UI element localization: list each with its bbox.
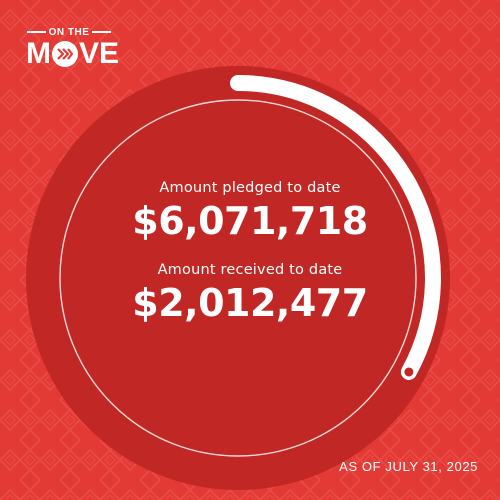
gauge-inner-ring [59, 99, 417, 457]
received-amount: $2,012,477 [132, 281, 368, 325]
progress-arc [230, 75, 441, 380]
logo-letter-m: M [26, 37, 51, 70]
pledged-block: Amount pledged to date $6,071,718 [100, 180, 400, 240]
logo-rule-right [92, 31, 111, 33]
logo-top-text: ON THE [48, 26, 90, 38]
logo-top-line: ON THE [24, 26, 114, 38]
logo-wordmark: M VE [26, 38, 119, 70]
logo-letters-ve: VE [79, 37, 120, 70]
received-label: Amount received to date [157, 262, 343, 278]
pledged-label: Amount pledged to date [159, 180, 341, 196]
on-the-move-logo: ON THE M VE [24, 26, 119, 74]
pledged-amount: $6,071,718 [132, 199, 368, 243]
progress-end-dot [404, 367, 414, 377]
received-block: Amount received to date $2,012,477 [100, 262, 400, 322]
as-of-date: AS OF JULY 31, 2025 [339, 459, 478, 474]
arrow-circle-icon [52, 41, 78, 67]
gauge-circle [26, 66, 450, 490]
logo-rule-left [27, 31, 46, 33]
